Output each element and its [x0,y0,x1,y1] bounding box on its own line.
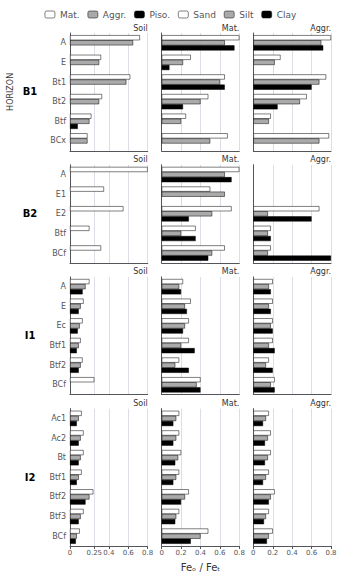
svg-text:E1: E1 [56,190,66,199]
svg-text:I1: I1 [25,330,36,341]
svg-text:Mat.: Mat. [222,267,239,276]
svg-text:0: 0 [159,549,163,557]
svg-text:0.6: 0.6 [214,549,226,557]
svg-text:BCf: BCf [52,249,66,258]
svg-text:Soil: Soil [133,155,147,164]
svg-text:0.25: 0.25 [86,549,102,557]
svg-text:Sand: Sand [193,10,216,20]
svg-text:HORIZON: HORIZON [6,73,15,111]
svg-text:Ac1: Ac1 [51,414,66,423]
svg-text:Mat.: Mat. [222,24,239,33]
svg-text:B2: B2 [23,208,38,219]
svg-text:Clay: Clay [277,10,297,20]
svg-text:0.4: 0.4 [103,549,115,557]
svg-text:Btf1: Btf1 [49,473,66,482]
svg-text:0.6: 0.6 [306,549,318,557]
svg-text:Aggr.: Aggr. [310,267,331,276]
svg-text:Silt: Silt [239,10,254,20]
svg-text:Btf3: Btf3 [49,512,66,521]
svg-text:Feₒ / Feₜ: Feₒ / Feₜ [181,562,221,573]
svg-text:Aggr.: Aggr. [310,155,331,164]
svg-text:0.8: 0.8 [142,549,153,557]
svg-text:E: E [61,302,66,311]
svg-text:0.2: 0.2 [267,549,278,557]
svg-text:A: A [61,282,67,291]
svg-text:BCx: BCx [50,136,66,145]
svg-text:BCf: BCf [52,532,66,541]
svg-text:Bt2: Bt2 [52,97,66,106]
svg-text:0.2: 0.2 [176,549,187,557]
svg-text:0.4: 0.4 [287,549,299,557]
svg-text:0: 0 [251,549,255,557]
svg-text:BCf: BCf [52,380,66,389]
svg-text:Btf: Btf [55,229,67,238]
svg-text:B1: B1 [23,86,38,97]
svg-text:Btf2: Btf2 [49,361,66,370]
svg-text:Mat.: Mat. [222,399,239,408]
svg-text:Soil: Soil [133,399,147,408]
svg-text:Bt1: Bt1 [52,78,66,87]
svg-text:0.6: 0.6 [123,549,135,557]
svg-text:0.8: 0.8 [234,549,245,557]
svg-text:A: A [61,38,67,47]
svg-text:Soil: Soil [133,24,147,33]
svg-text:Piso.: Piso. [149,10,170,20]
svg-text:Bt: Bt [57,453,66,462]
svg-text:Btf: Btf [55,117,67,126]
svg-text:A: A [61,170,67,179]
svg-text:Mat.: Mat. [222,155,239,164]
svg-text:0.4: 0.4 [195,549,207,557]
svg-text:Aggr.: Aggr. [310,399,331,408]
svg-text:E2: E2 [56,209,66,218]
svg-text:Btf2: Btf2 [49,492,66,501]
svg-text:Ec: Ec [57,321,66,330]
svg-text:Btf1: Btf1 [49,341,66,350]
svg-text:Ac2: Ac2 [51,434,66,443]
svg-text:Soil: Soil [133,267,147,276]
svg-text:I2: I2 [25,472,36,483]
svg-text:Aggr.: Aggr. [103,10,126,20]
svg-text:0.8: 0.8 [325,549,336,557]
svg-text:0: 0 [68,549,72,557]
svg-text:E: E [61,58,66,67]
svg-text:Mat.: Mat. [60,10,80,20]
svg-text:Aggr.: Aggr. [310,24,331,33]
